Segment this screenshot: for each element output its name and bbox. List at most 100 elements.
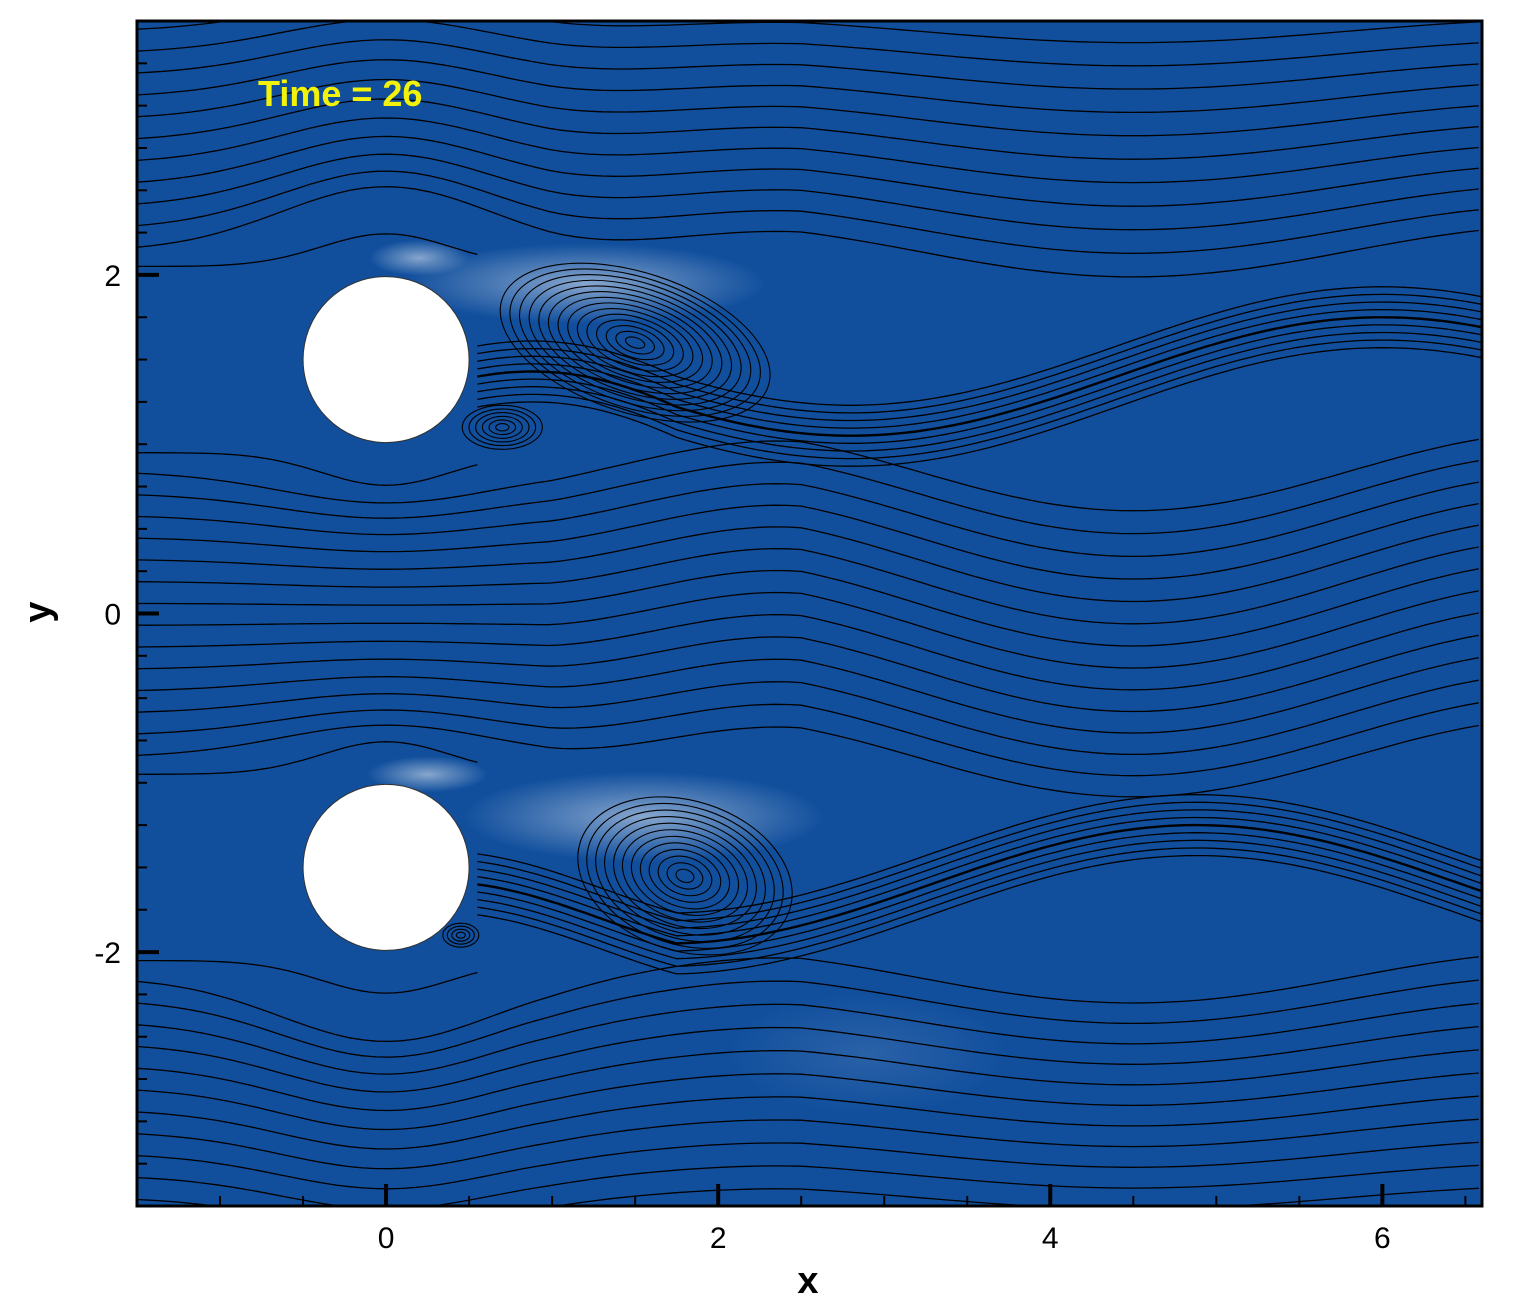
wake-streamline [477,832,1482,952]
streamline [137,546,1479,625]
y-tick-label: 2 [104,260,121,293]
streamline [137,524,1479,603]
streamline [137,39,1479,90]
streamline [137,135,1479,207]
vortex-streamline [586,313,684,372]
vortex-streamline [488,419,517,436]
vortex-streamline [605,325,665,361]
streamline [137,1072,1479,1131]
vortex-streamline [639,842,731,910]
vortex-streamline [657,855,713,897]
vortex-streamline [442,922,480,948]
vortex [499,262,771,423]
streamline [137,170,1479,254]
streamline [137,153,1479,231]
vortex-streamline [451,928,471,942]
streamline [137,568,1479,647]
vortex-streamline [547,291,723,395]
vortex-streamline [538,285,733,400]
streamline [137,98,1479,160]
vortex-streamline [461,404,543,450]
vortex-streamline [481,415,523,439]
wake-streamline [477,854,1482,975]
cylinder-streamline [137,233,478,268]
vortex-streamline [577,796,793,956]
cylinder-streamline [137,741,478,775]
streamline [137,1049,1479,1112]
shear-layer-highlight [463,771,824,862]
streamline [137,1118,1479,1170]
x-axis-title: x [797,1260,818,1302]
streamline [137,590,1479,669]
vortex [461,404,543,450]
cylinder-1 [302,276,470,444]
vortex [577,796,793,956]
wake-streamline [477,324,1482,444]
streamline [137,634,1479,713]
x-tick-label: 4 [1042,1222,1059,1255]
streamline [137,979,1479,1058]
wake-streamline [477,286,1482,406]
wake-streamline [477,301,1482,422]
y-tick-label: 0 [104,599,121,632]
streamline [137,1164,1479,1206]
wake-streamline [477,809,1482,929]
streamline [137,21,1479,67]
vortex-streamline [567,302,704,383]
vortex-streamline [666,862,704,890]
wake-streamline [477,331,1482,452]
streamline [137,1095,1479,1150]
shear-layer-highlight [727,993,1008,1114]
shear-layer-highlight [367,756,488,793]
wake-streamline [477,816,1482,937]
wake-streamline [477,347,1482,467]
wake-streamline [477,801,1482,922]
wake-streamline [477,339,1482,460]
time-annotation: Time = 26 [258,73,422,114]
streamline [137,657,1479,734]
vortex-streamline [475,412,530,443]
vortex-streamline [604,816,766,936]
shear-layer-highlight [405,243,766,324]
vortex-streamline [495,423,510,432]
streamline [137,702,1479,777]
vortex-streamline [446,925,475,945]
y-axis: -2 0 2 [94,20,159,1207]
streamline [137,724,1479,798]
cylinder-streamline [137,959,478,994]
streamline [137,1002,1479,1075]
vortex-streamline [518,274,752,412]
vortex-streamline [621,829,749,923]
shear-layer-highlight [369,240,470,276]
streamline [137,59,1479,114]
vortex-streamline [630,835,740,916]
wake-streamline [477,316,1482,437]
vortex-streamline [596,319,675,366]
cylinders [302,276,470,951]
streamline-field [137,21,1482,1206]
vortex-streamline [613,822,757,930]
x-axis: 0 2 4 6 [136,1184,1467,1255]
vortex-streamline [499,262,771,423]
cylinder-2 [302,783,470,951]
streamline [137,78,1479,137]
wake-streamline [477,793,1482,914]
vortex-streamline [576,308,694,378]
streamline [137,956,1479,1043]
streamline [137,502,1479,580]
vortex [442,922,480,948]
vortex-streamline [624,336,646,349]
x-tick-label: 6 [1374,1222,1391,1255]
vortex-streamline [648,849,722,903]
streamline [137,1025,1479,1093]
x-tick-label: 0 [378,1222,395,1255]
vortex-streamline [557,296,713,389]
cylinder-streamline [137,452,478,486]
vortex-streamline [455,931,466,939]
vortex-streamline [586,802,784,949]
y-axis-title: y [17,601,59,622]
streamline [137,1141,1479,1190]
vortex-streamline [595,809,775,943]
streamline [137,186,1479,278]
vortex-streamline [509,268,761,417]
